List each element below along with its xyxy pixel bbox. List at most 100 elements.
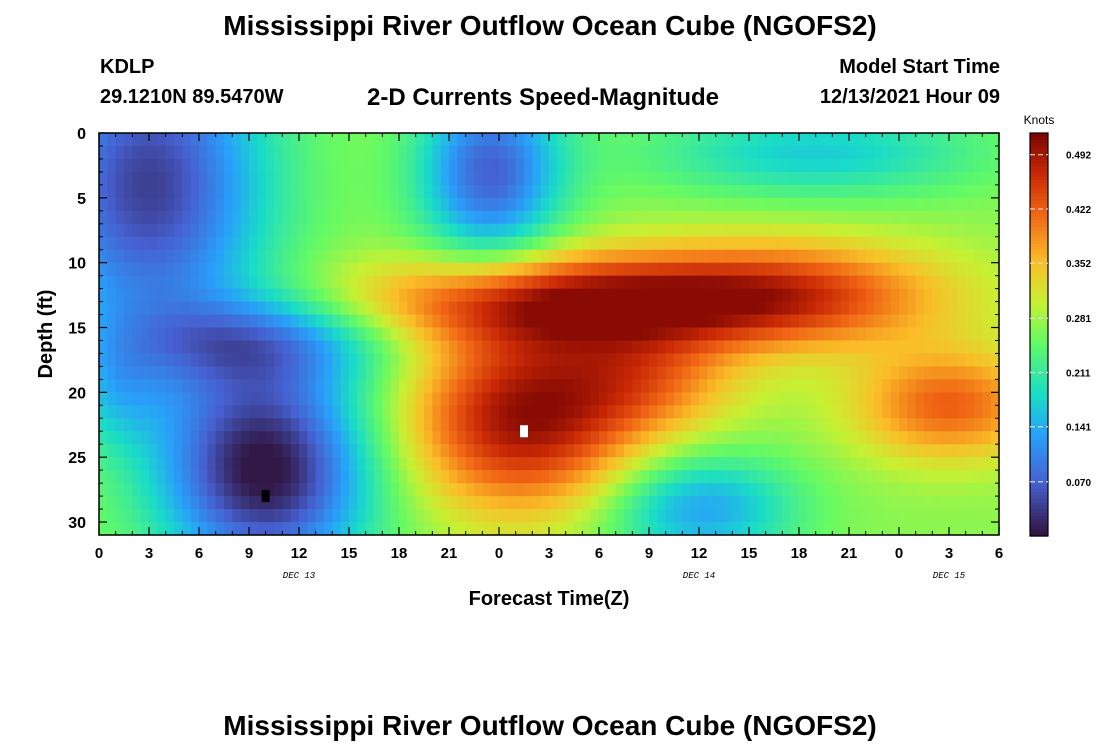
heatmap-cell — [907, 288, 917, 303]
heatmap-cell — [457, 444, 467, 458]
heatmap-cell — [532, 288, 542, 303]
heatmap-cell — [232, 405, 242, 419]
heatmap-cell — [407, 236, 417, 251]
heatmap-cell — [949, 444, 958, 458]
heatmap-cell — [99, 405, 108, 419]
heatmap-cell — [557, 158, 567, 173]
heatmap-cell — [982, 444, 992, 458]
heatmap-cell — [424, 379, 433, 393]
heatmap-cell — [182, 392, 192, 406]
heatmap-cell — [824, 327, 833, 342]
heatmap-cell — [290, 158, 300, 173]
heatmap-cell — [315, 210, 325, 225]
heatmap-cell — [140, 353, 150, 368]
heatmap-cell — [957, 249, 967, 264]
heatmap-cell — [832, 314, 842, 329]
y-tick-label: 0 — [77, 126, 86, 143]
heatmap-cell — [465, 522, 475, 536]
heatmap-cell — [249, 366, 258, 380]
heatmap-cell — [540, 327, 550, 342]
heatmap-cell — [624, 145, 633, 160]
heatmap-cell — [257, 223, 267, 238]
heatmap-cell — [415, 379, 425, 393]
heatmap-cell — [990, 340, 1000, 355]
heatmap-cell — [232, 301, 242, 316]
heatmap-cell — [265, 522, 275, 536]
heatmap-cell — [849, 236, 858, 251]
heatmap-cell — [857, 405, 867, 419]
heatmap-cell — [474, 133, 483, 147]
heatmap-cell — [457, 145, 467, 160]
heatmap-cell — [757, 158, 767, 173]
heatmap-cell — [849, 509, 858, 523]
heatmap-cell — [774, 145, 783, 160]
heatmap-cell — [915, 301, 925, 316]
heatmap-cell — [657, 236, 667, 251]
heatmap-cell — [315, 158, 325, 173]
heatmap-cell — [365, 444, 375, 458]
heatmap-cell — [257, 353, 267, 368]
heatmap-cell — [607, 184, 617, 199]
heatmap-cell — [249, 145, 258, 160]
heatmap-cell — [965, 418, 975, 432]
heatmap-cell — [249, 133, 258, 147]
heatmap-cell — [782, 418, 792, 432]
heatmap-cell — [840, 522, 850, 536]
heatmap-cell — [207, 262, 217, 277]
heatmap-cell — [665, 431, 675, 445]
heatmap-cell — [374, 171, 383, 186]
heatmap-cell — [582, 184, 592, 199]
heatmap-cell — [449, 353, 458, 368]
heatmap-cell — [532, 418, 542, 432]
colorbar-segment — [1030, 354, 1048, 359]
heatmap-cell — [957, 314, 967, 329]
heatmap-cell — [182, 197, 192, 212]
heatmap-cell — [599, 275, 608, 290]
heatmap-cell — [515, 223, 525, 238]
heatmap-cell — [682, 184, 692, 199]
colorbar-segment — [1030, 133, 1048, 137]
heatmap-cell — [307, 171, 317, 186]
colorbar-segment — [1030, 149, 1048, 154]
heatmap-cell — [115, 353, 125, 368]
heatmap-cell — [265, 457, 275, 471]
heatmap-cell — [274, 444, 283, 458]
heatmap-cell — [224, 133, 233, 147]
heatmap-cell — [549, 418, 558, 432]
heatmap-cell — [515, 496, 525, 510]
heatmap-cell — [449, 184, 458, 199]
heatmap-cell — [149, 288, 158, 303]
heatmap-cell — [157, 405, 167, 419]
heatmap-cell — [974, 509, 983, 523]
heatmap-cell — [924, 184, 933, 199]
heatmap-cell — [774, 171, 783, 186]
heatmap-cell — [115, 249, 125, 264]
heatmap-cell — [340, 184, 350, 199]
heatmap-cell — [632, 301, 642, 316]
colorbar-segment — [1030, 146, 1048, 151]
heatmap-cell — [482, 392, 492, 406]
heatmap-cell — [732, 457, 742, 471]
heatmap-cell — [724, 236, 733, 251]
heatmap-cell — [949, 236, 958, 251]
heatmap-cell — [540, 379, 550, 393]
heatmap-cell — [482, 340, 492, 355]
heatmap-cell — [682, 133, 692, 147]
heatmap-cell — [799, 171, 808, 186]
heatmap-cell — [282, 145, 292, 160]
heatmap-cell — [182, 171, 192, 186]
heatmap-cell — [165, 418, 175, 432]
heatmap-cell — [149, 210, 158, 225]
heatmap-cell — [882, 444, 892, 458]
x-tick-label: 3 — [145, 545, 153, 562]
heatmap-cell — [649, 496, 658, 510]
heatmap-cell — [549, 236, 558, 251]
heatmap-cell — [515, 275, 525, 290]
heatmap-cell — [182, 275, 192, 290]
heatmap-cell — [224, 314, 233, 329]
heatmap-cell — [307, 133, 317, 147]
heatmap-cell — [240, 314, 250, 329]
heatmap-cell — [307, 483, 317, 497]
heatmap-cell — [599, 509, 608, 523]
